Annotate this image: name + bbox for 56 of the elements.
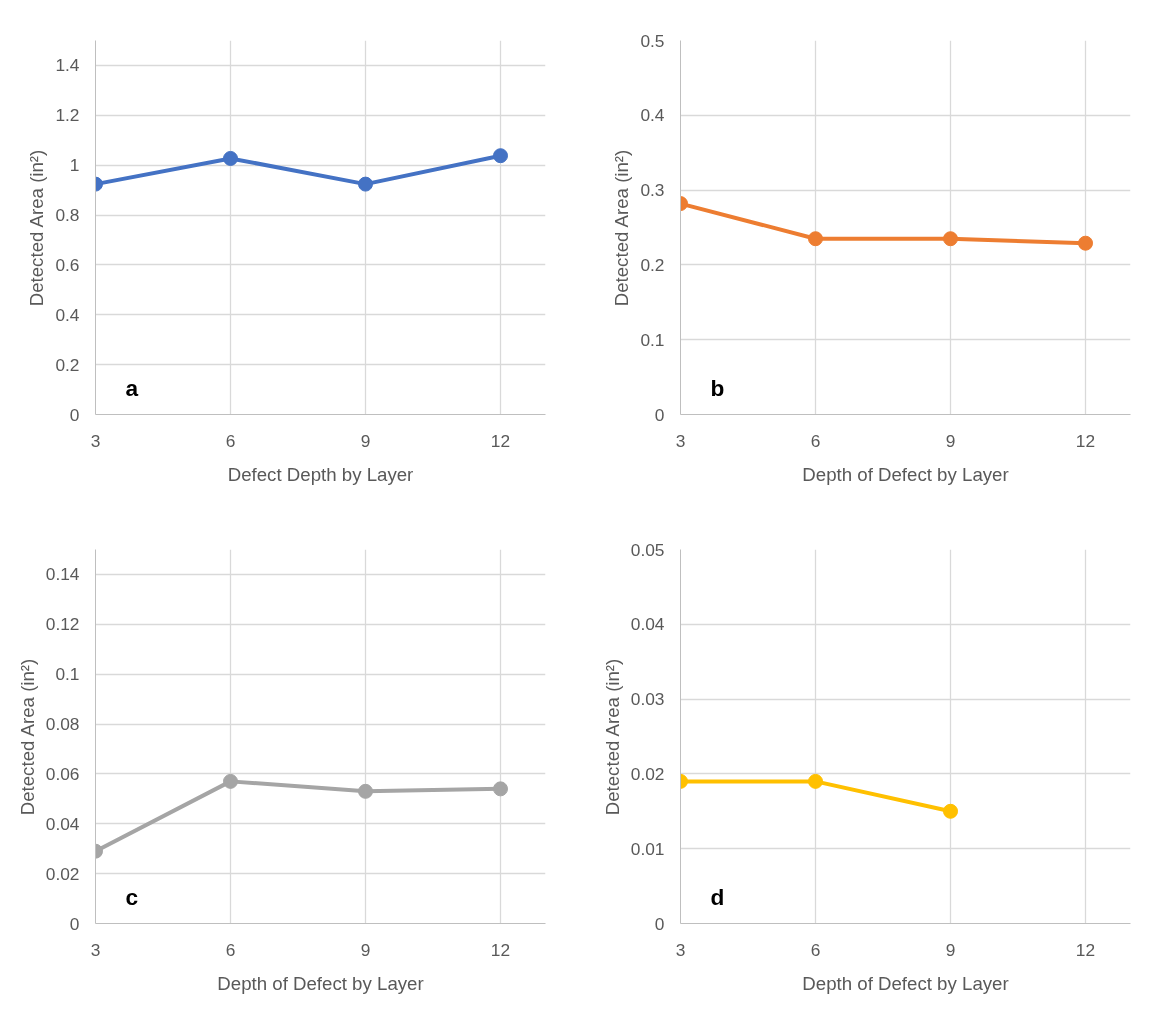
annotation: d: [710, 883, 725, 910]
x-axis-title: Depth of Defect by Layer: [217, 972, 424, 994]
y-tick-label: 0.6: [55, 254, 80, 275]
y-tick-label: 0.02: [45, 863, 80, 884]
y-tick-label: 0.04: [45, 813, 80, 834]
x-tick-label: 9: [360, 939, 371, 960]
y-tick-label: 0: [654, 913, 665, 934]
y-tick-label: 0.4: [640, 105, 665, 126]
y-tick-label: 1.2: [55, 105, 80, 126]
x-tick-label: 3: [675, 430, 686, 451]
y-tick-label: 0.02: [630, 763, 665, 784]
x-tick-label: 12: [490, 430, 511, 451]
annotation: c: [125, 883, 139, 910]
x-tick-label: 12: [490, 939, 511, 960]
y-tick-label: 0: [69, 913, 80, 934]
x-tick-label: 3: [90, 430, 101, 451]
y-tick-label: 0.05: [630, 539, 665, 560]
y-axis-title: Detected Area (in²): [611, 149, 633, 307]
y-tick-label: 0.8: [55, 205, 80, 226]
y-axis-title: Detected Area (in²): [601, 658, 623, 816]
x-tick-label: 3: [90, 939, 101, 960]
x-axis-title: Defect Depth by Layer: [227, 463, 414, 485]
y-tick-label: 0.2: [640, 254, 665, 275]
y-tick-label: 0.5: [640, 30, 665, 51]
x-axis-title: Depth of Defect by Layer: [802, 463, 1009, 485]
y-tick-label: 0.1: [55, 664, 80, 685]
y-tick-label: 0.06: [45, 763, 80, 784]
x-tick-label: 9: [945, 939, 956, 960]
x-tick-label: 3: [675, 939, 686, 960]
x-tick-label: 6: [810, 430, 821, 451]
y-tick-label: 0: [654, 404, 665, 425]
y-tick-label: 0.2: [55, 354, 80, 375]
y-axis-title: Detected Area (in²): [26, 149, 48, 307]
y-tick-label: 0.04: [630, 614, 665, 635]
x-tick-label: 12: [1075, 430, 1096, 451]
y-tick-label: 1.4: [55, 55, 80, 76]
y-tick-label: 0: [69, 404, 80, 425]
y-tick-label: 0.01: [630, 838, 665, 859]
x-tick-label: 9: [945, 430, 956, 451]
y-axis-title: Detected Area (in²): [16, 658, 38, 816]
y-tick-label: 0.1: [640, 329, 665, 350]
x-tick-label: 6: [225, 430, 236, 451]
y-tick-label: 0.03: [630, 689, 665, 710]
y-tick-label: 0.3: [640, 180, 665, 201]
x-tick-label: 9: [360, 430, 371, 451]
x-tick-label: 6: [810, 939, 821, 960]
x-tick-label: 6: [225, 939, 236, 960]
y-tick-label: 0.14: [45, 564, 80, 585]
y-tick-label: 0.08: [45, 714, 80, 735]
y-tick-label: 0.4: [55, 304, 80, 325]
x-tick-label: 12: [1075, 939, 1096, 960]
annotation: b: [710, 374, 725, 401]
y-tick-label: 1: [69, 155, 80, 176]
annotation: a: [125, 374, 139, 401]
y-tick-label: 0.12: [45, 614, 80, 635]
x-axis-title: Depth of Defect by Layer: [802, 972, 1009, 994]
